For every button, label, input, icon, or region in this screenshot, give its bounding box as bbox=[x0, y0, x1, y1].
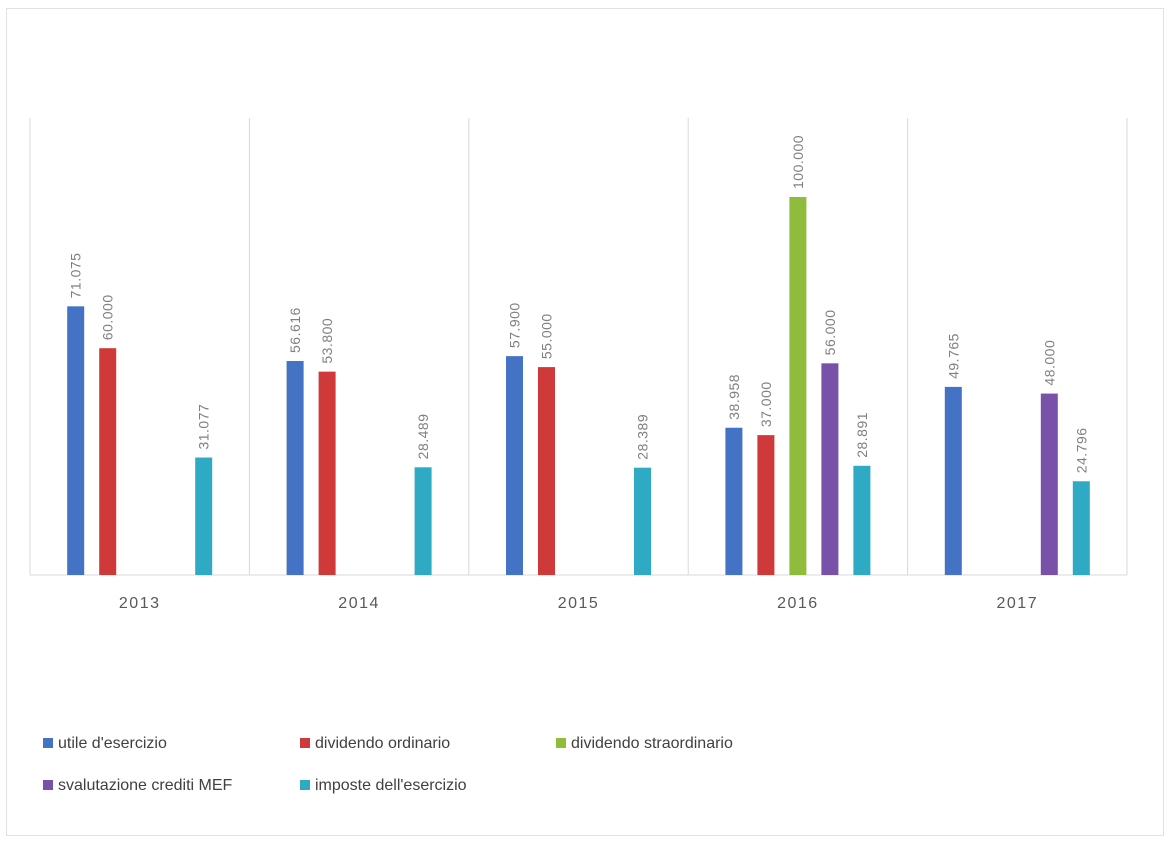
legend-label-2: dividendo ordinario bbox=[315, 735, 450, 752]
legend-swatch-1 bbox=[43, 738, 53, 748]
data-label-2013-series-1: 71.075 bbox=[68, 253, 84, 299]
bar-2016-series-3 bbox=[789, 197, 807, 575]
data-label-2016-series-4: 56.000 bbox=[822, 309, 838, 355]
data-label-2014-series-1: 56.616 bbox=[287, 307, 303, 353]
legend-label-5: imposte dell'esercizio bbox=[315, 777, 467, 794]
data-label-2015-series-2: 55.000 bbox=[539, 313, 555, 359]
data-label-2015-series-1: 57.900 bbox=[507, 302, 523, 348]
data-label-2014-series-5: 28.489 bbox=[415, 413, 431, 459]
bar-2015-series-1 bbox=[506, 356, 523, 575]
data-label-2014-series-2: 53.800 bbox=[319, 318, 335, 364]
legend: utile d'esercizio dividendo ordinario divi… bbox=[43, 735, 733, 794]
legend-swatch-4 bbox=[43, 780, 53, 790]
data-label-2013-series-5: 31.077 bbox=[196, 404, 212, 450]
bar-2013-series-2 bbox=[99, 348, 117, 575]
bar-2016-series-5 bbox=[853, 465, 871, 575]
x-axis-ticks: 2013 2014 2015 2016 2017 bbox=[119, 595, 1039, 612]
legend-label-1: utile d'esercizio bbox=[58, 735, 167, 752]
data-label-2017-series-5: 24.796 bbox=[1073, 427, 1089, 473]
data-label-2017-series-4: 48.000 bbox=[1041, 340, 1057, 386]
x-tick-label-2016: 2016 bbox=[777, 595, 819, 612]
data-label-2017-series-1: 49.765 bbox=[945, 333, 961, 379]
bar-2016-series-4 bbox=[821, 363, 839, 575]
x-tick-label-2015: 2015 bbox=[558, 595, 600, 612]
data-label-2015-series-5: 28.389 bbox=[635, 414, 651, 460]
data-labels-layer: 71.075 60.000 31.077 56.616 53.800 28.489 57.9… bbox=[68, 135, 1090, 473]
chart-frame bbox=[6, 8, 1164, 836]
legend-swatch-2 bbox=[300, 738, 310, 748]
data-label-2016-series-1: 38.958 bbox=[726, 374, 742, 420]
legend-swatch-3 bbox=[556, 738, 566, 748]
data-label-2016-series-3: 100.000 bbox=[790, 135, 806, 189]
x-tick-label-2013: 2013 bbox=[119, 595, 161, 612]
bar-2014-series-5 bbox=[414, 467, 432, 575]
bar-2014-series-1 bbox=[286, 360, 304, 575]
legend-label-4: svalutazione crediti MEF bbox=[58, 777, 233, 794]
bar-2017-series-1 bbox=[944, 386, 962, 575]
bar-2013-series-1 bbox=[67, 306, 85, 575]
bar-2016-series-2 bbox=[757, 435, 775, 575]
bar-2015-series-2 bbox=[538, 367, 555, 575]
data-label-2016-series-2: 37.000 bbox=[758, 381, 774, 427]
data-label-2013-series-2: 60.000 bbox=[100, 294, 116, 340]
bar-2017-series-5 bbox=[1072, 481, 1090, 575]
bar-2013-series-5 bbox=[195, 457, 213, 575]
bars-layer bbox=[67, 197, 1090, 575]
bar-2014-series-2 bbox=[318, 371, 336, 575]
legend-label-3: dividendo straordinario bbox=[571, 735, 733, 752]
bar-2015-series-5 bbox=[634, 467, 651, 575]
legend-swatch-5 bbox=[300, 780, 310, 790]
x-tick-label-2017: 2017 bbox=[997, 595, 1039, 612]
data-label-2016-series-5: 28.891 bbox=[854, 412, 870, 458]
x-tick-label-2014: 2014 bbox=[338, 595, 380, 612]
bar-2017-series-4 bbox=[1040, 393, 1058, 575]
bar-2016-series-1 bbox=[725, 427, 743, 575]
category-gridlines bbox=[29, 118, 1128, 576]
